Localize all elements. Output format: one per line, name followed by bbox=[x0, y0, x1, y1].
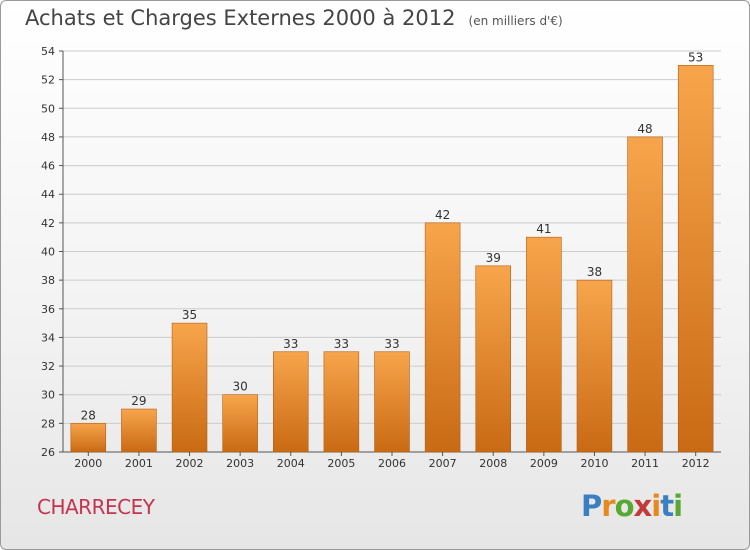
logo-letter: P bbox=[581, 489, 602, 523]
commune-name: CHARRECEY bbox=[37, 495, 155, 519]
y-tick-label: 34 bbox=[41, 331, 55, 344]
x-tick-label: 2001 bbox=[125, 457, 153, 470]
logo-letter: i bbox=[673, 489, 683, 523]
y-tick-label: 36 bbox=[41, 303, 55, 316]
y-tick-label: 42 bbox=[41, 217, 55, 230]
y-tick-label: 46 bbox=[41, 160, 55, 173]
y-tick-label: 44 bbox=[41, 188, 55, 201]
data-label: 33 bbox=[384, 337, 399, 351]
data-label: 28 bbox=[81, 408, 96, 422]
bar bbox=[526, 236, 562, 453]
x-tick-label: 2011 bbox=[631, 457, 659, 470]
data-label: 39 bbox=[486, 251, 501, 265]
y-tick-label: 32 bbox=[41, 360, 55, 373]
x-tick-label: 2004 bbox=[277, 457, 305, 470]
bar bbox=[70, 423, 107, 453]
data-label: 48 bbox=[637, 122, 652, 136]
chart-title: Achats et Charges Externes 2000 à 2012 bbox=[25, 6, 456, 30]
x-tick-label: 2006 bbox=[378, 457, 406, 470]
y-tick-label: 50 bbox=[41, 102, 55, 115]
x-tick-label: 2005 bbox=[327, 457, 355, 470]
bar bbox=[627, 136, 663, 453]
logo-letter: o bbox=[614, 489, 635, 523]
y-tick-label: 30 bbox=[41, 389, 55, 402]
x-tick-label: 2000 bbox=[74, 457, 102, 470]
x-tick-label: 2009 bbox=[530, 457, 558, 470]
logo-letter: x bbox=[633, 489, 653, 523]
x-tick-label: 2012 bbox=[682, 457, 710, 470]
bar bbox=[576, 279, 613, 453]
x-tick-label: 2008 bbox=[479, 457, 507, 470]
data-label: 30 bbox=[233, 380, 248, 394]
x-tick-label: 2002 bbox=[176, 457, 204, 470]
logo-letter: t bbox=[660, 489, 674, 523]
bar bbox=[273, 351, 309, 453]
data-label: 38 bbox=[587, 265, 602, 279]
bar bbox=[424, 222, 461, 453]
y-tick-label: 52 bbox=[41, 74, 55, 87]
proxiti-logo[interactable]: Proxiti bbox=[581, 489, 683, 523]
bar bbox=[475, 265, 511, 453]
y-tick-label: 48 bbox=[41, 131, 55, 144]
y-tick-label: 40 bbox=[41, 246, 55, 259]
title-row: Achats et Charges Externes 2000 à 2012 (… bbox=[25, 6, 563, 30]
bar bbox=[374, 351, 410, 453]
data-label: 53 bbox=[688, 50, 703, 64]
data-label: 42 bbox=[435, 208, 450, 222]
bar bbox=[677, 65, 714, 453]
y-tick-label: 28 bbox=[41, 417, 55, 430]
data-label: 29 bbox=[131, 394, 146, 408]
y-tick-label: 54 bbox=[41, 45, 55, 58]
y-tick-label: 38 bbox=[41, 274, 55, 287]
y-tick-label: 26 bbox=[41, 446, 55, 459]
bar bbox=[121, 408, 157, 453]
bar bbox=[222, 394, 258, 453]
data-label: 33 bbox=[334, 337, 349, 351]
bar bbox=[323, 351, 360, 453]
chart-subtitle: (en milliers d'€) bbox=[468, 14, 563, 28]
x-tick-label: 2007 bbox=[429, 457, 457, 470]
x-tick-label: 2003 bbox=[226, 457, 254, 470]
data-label: 33 bbox=[283, 337, 298, 351]
x-tick-label: 2010 bbox=[580, 457, 608, 470]
logo-letter: i bbox=[651, 489, 661, 523]
data-label: 41 bbox=[536, 222, 551, 236]
data-label: 35 bbox=[182, 308, 197, 322]
bar bbox=[171, 322, 208, 453]
logo-letter: r bbox=[601, 489, 615, 523]
